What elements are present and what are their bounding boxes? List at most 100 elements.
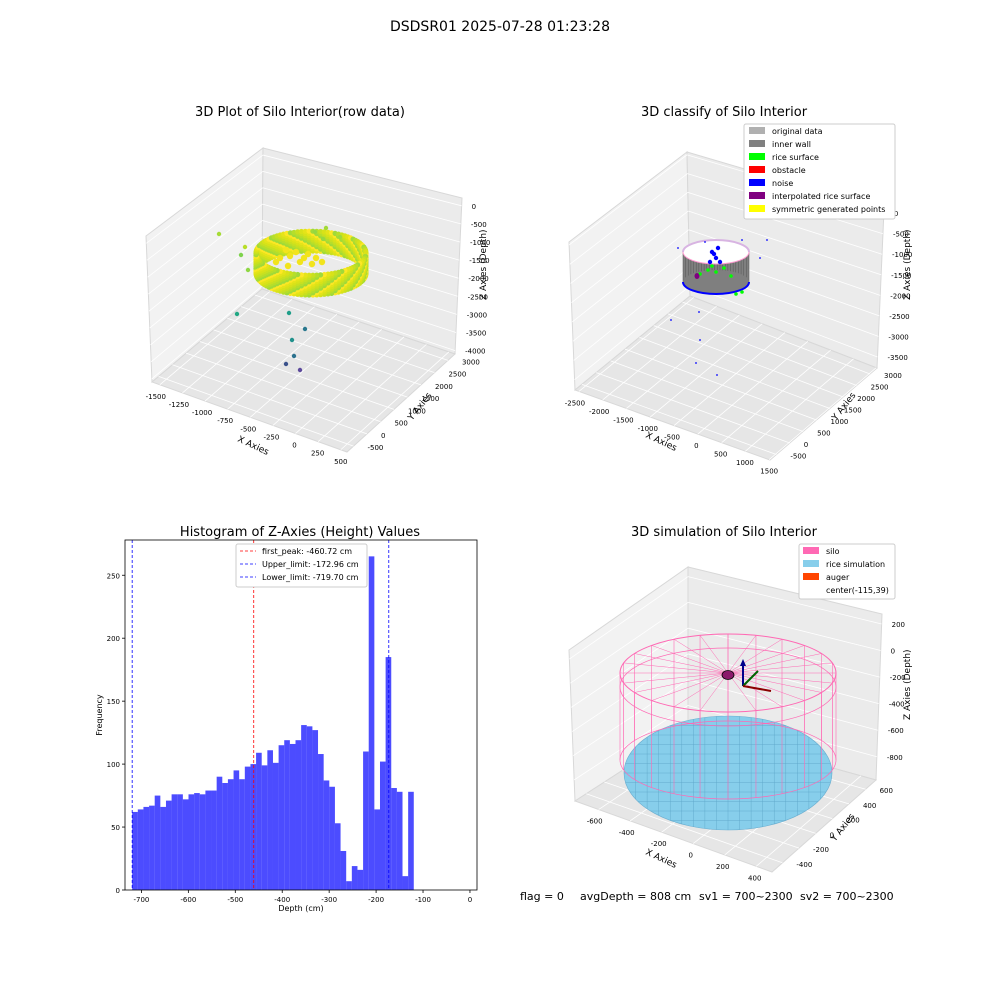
grid-line-z	[262, 203, 460, 261]
x-tick-label: -700	[133, 896, 149, 904]
scatter-point	[302, 228, 308, 234]
histogram-bar	[267, 750, 273, 890]
x-tick-label: -500	[227, 896, 243, 904]
grid-line-x	[768, 367, 877, 461]
histogram-bar	[408, 791, 414, 890]
legend-label: inner wall	[772, 140, 811, 149]
floor-pane	[573, 295, 878, 461]
y-tick-label: 1500	[421, 395, 439, 403]
scatter-point	[216, 231, 222, 237]
histogram-bar	[284, 740, 290, 890]
z-tick-label: -3000	[467, 311, 487, 319]
silo-roof-wire	[699, 672, 729, 711]
histogram-bar	[396, 791, 403, 890]
status-line: flag = 0 avgDepth = 808 cm sv1 = 700~230…	[520, 890, 894, 903]
legend-swatch	[803, 547, 819, 554]
grid-line-y	[639, 336, 831, 409]
histogram-bar	[261, 765, 268, 890]
histogram-bar	[177, 794, 183, 890]
rice-surface-point	[734, 292, 738, 296]
grid-line-x	[250, 321, 360, 418]
legend-label: interpolated rice surface	[772, 192, 870, 201]
x-tick-label: -400	[274, 896, 290, 904]
histogram-bar	[379, 761, 386, 890]
grid-line-z	[146, 154, 264, 244]
noise-point	[741, 239, 743, 241]
chart-title: Histogram of Z-Axies (Height) Values	[180, 525, 420, 540]
noise-point	[699, 339, 701, 341]
y-tick-label: 50	[111, 824, 120, 832]
y-tick-label: 200	[846, 817, 859, 825]
scatter-point	[314, 272, 320, 278]
noise-point	[716, 374, 718, 376]
histogram-bar	[385, 657, 392, 890]
x-tick-label: -2500	[565, 399, 585, 407]
grid-line-x	[295, 336, 405, 434]
grid-line-y	[624, 348, 817, 421]
z-tick-label: -2000	[890, 292, 910, 300]
z-tick-label: -1500	[469, 257, 489, 265]
grid-line-z	[574, 285, 691, 380]
grid-line-z	[570, 602, 689, 684]
y-tick-label: 1000	[831, 418, 849, 426]
histogram-bar	[160, 806, 166, 890]
histogram-bar	[318, 754, 324, 890]
histogram-bar	[363, 751, 369, 890]
noise-point	[704, 241, 706, 243]
histogram-bar	[137, 809, 144, 890]
x-tick-label: -1250	[169, 401, 189, 409]
silo-roof-wire	[727, 672, 757, 711]
legend: original data inner wall rice surface obsta…	[743, 123, 896, 220]
auger-and-axes-marker	[721, 659, 772, 692]
legend-swatch	[749, 166, 765, 173]
scatter-point	[363, 249, 369, 255]
noise-point	[713, 255, 719, 261]
histogram-bar	[346, 881, 352, 890]
histogram-bar	[188, 794, 195, 890]
y-tick-label: 0	[830, 831, 834, 839]
z-tick-label: -200	[890, 674, 906, 682]
scatter-point	[297, 367, 303, 373]
grid-line-y	[185, 352, 381, 422]
y-tick-label: 0	[116, 887, 120, 895]
y-tick-label: 1000	[408, 407, 426, 415]
silo-roof-wire	[651, 645, 729, 674]
histogram-bar	[301, 725, 307, 890]
obstacle-marker	[694, 273, 700, 279]
scatter-point	[242, 244, 248, 250]
x-tick-label: 250	[311, 450, 324, 458]
grid-line-z	[573, 266, 690, 361]
rice-surface-point	[740, 290, 744, 294]
grid-line-x	[227, 313, 338, 410]
silo-roof-wire	[727, 645, 805, 674]
y-tick-label: 1500	[844, 406, 862, 414]
avg-depth-text: avgDepth = 808 cm	[580, 890, 691, 903]
histogram-bar	[199, 794, 206, 890]
grid-line-x	[650, 323, 763, 418]
panel-silo-simulation-3d: 3D simulation of Silo Interior -600-400-…	[568, 525, 913, 882]
x-tick-label: -1000	[192, 409, 212, 417]
y-tick-label: 2500	[448, 371, 466, 379]
y-tick-label: 2000	[857, 395, 875, 403]
panel-histogram: Histogram of Z-Axies (Height) Values -70…	[95, 525, 478, 913]
scatter-point	[302, 272, 308, 278]
z-tick-label: -2000	[468, 275, 488, 283]
grid-line-z	[262, 154, 462, 207]
histogram-bar	[357, 869, 364, 890]
grid-line-x	[626, 314, 740, 409]
scatter-point	[284, 262, 292, 270]
z-tick-label: -800	[887, 754, 903, 762]
y-direction-arrow	[742, 670, 759, 687]
grid-line-y	[581, 383, 777, 455]
grid-line-z	[261, 285, 456, 351]
grid-line-z	[572, 248, 690, 342]
scatter-points	[216, 225, 369, 373]
histogram-bar	[250, 764, 257, 890]
grid-line-z	[149, 236, 263, 329]
scatter-point	[323, 225, 329, 231]
silo-roof-wire	[651, 672, 729, 701]
grid-line-z	[151, 285, 263, 380]
histogram-bar	[227, 779, 234, 890]
legend-frame	[743, 123, 896, 220]
noise-point	[677, 247, 679, 249]
